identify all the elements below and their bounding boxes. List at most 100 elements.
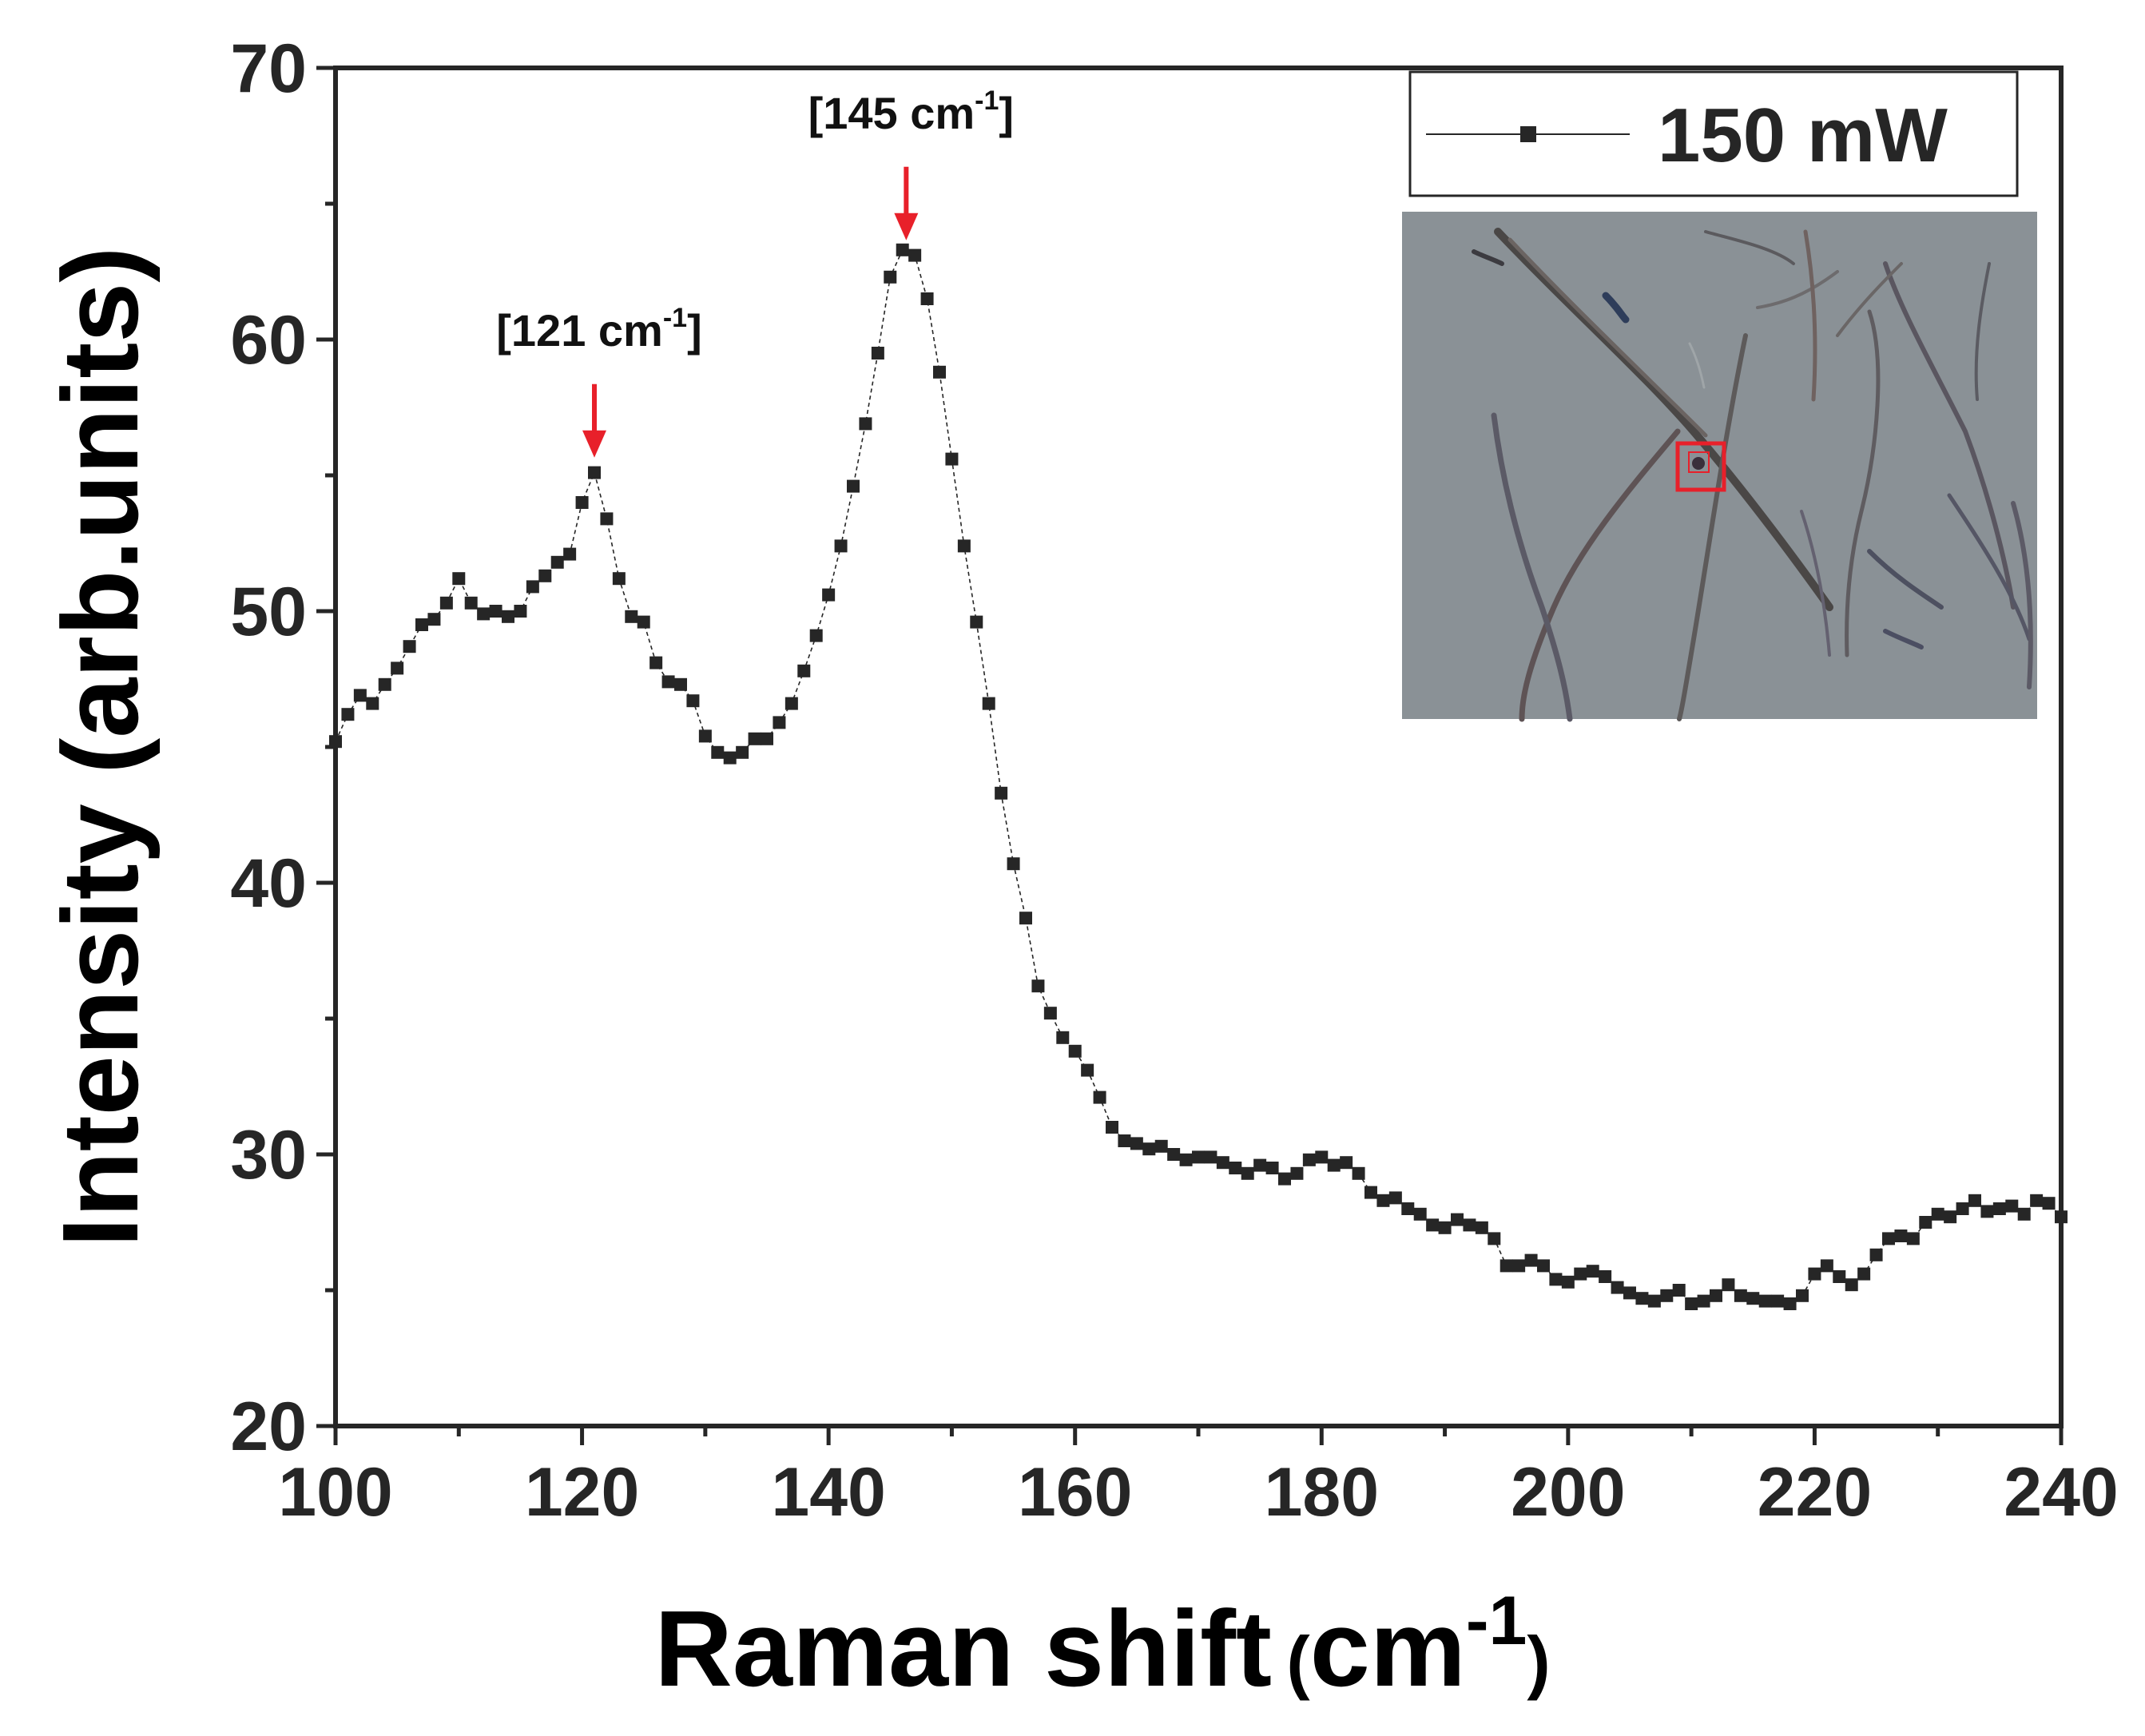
- data-point-16: [526, 580, 539, 594]
- data-point-24: [625, 610, 638, 623]
- data-point-55: [1007, 857, 1020, 871]
- data-point-35: [761, 732, 773, 745]
- y-tick-label-50: 50: [230, 574, 307, 650]
- data-point-130: [1931, 1207, 1944, 1221]
- data-point-12: [477, 607, 491, 621]
- x-tick-label-240: 240: [2004, 1454, 2119, 1531]
- data-point-74: [1241, 1166, 1254, 1180]
- data-point-131: [1944, 1210, 1957, 1224]
- data-point-3: [366, 697, 379, 710]
- x-tick-label-180: 180: [1265, 1454, 1380, 1531]
- data-point-84: [1364, 1186, 1377, 1199]
- data-point-45: [884, 270, 897, 284]
- data-point-77: [1278, 1172, 1291, 1186]
- data-point-47: [908, 248, 922, 262]
- data-point-78: [1290, 1166, 1304, 1180]
- data-point-88: [1413, 1207, 1427, 1221]
- data-point-59: [1056, 1031, 1070, 1044]
- data-point-54: [995, 786, 1008, 800]
- data-point-82: [1340, 1156, 1353, 1170]
- data-point-138: [2030, 1194, 2044, 1207]
- data-point-51: [957, 539, 971, 553]
- y-tick-label-40: 40: [230, 845, 307, 922]
- data-point-76: [1265, 1162, 1279, 1174]
- data-point-128: [1906, 1232, 1920, 1245]
- data-point-60: [1068, 1044, 1082, 1058]
- data-point-69: [1179, 1153, 1193, 1166]
- data-point-135: [1992, 1202, 2006, 1215]
- data-point-26: [649, 656, 663, 669]
- inset-micrograph: [1402, 212, 2037, 722]
- data-point-136: [2005, 1199, 2019, 1213]
- inset-marker-inner: [1688, 451, 1710, 473]
- x-tick-label-120: 120: [525, 1454, 640, 1531]
- y-axis-title: Intensity (arb.units): [40, 247, 161, 1248]
- data-point-50: [945, 452, 959, 466]
- data-point-79: [1302, 1153, 1316, 1166]
- data-point-31: [711, 745, 725, 759]
- x-tick-label-100: 100: [278, 1454, 393, 1531]
- data-point-75: [1253, 1158, 1267, 1172]
- data-point-134: [1980, 1205, 1994, 1218]
- data-point-86: [1388, 1191, 1402, 1205]
- data-point-64: [1118, 1134, 1131, 1147]
- data-point-112: [1710, 1289, 1722, 1302]
- data-point-6: [403, 640, 416, 653]
- data-point-73: [1229, 1162, 1242, 1174]
- data-point-68: [1167, 1148, 1181, 1161]
- data-point-106: [1635, 1292, 1649, 1305]
- data-point-8: [427, 613, 441, 626]
- data-point-33: [736, 745, 749, 759]
- data-point-7: [415, 618, 428, 631]
- data-point-93: [1475, 1221, 1488, 1234]
- data-point-114: [1734, 1289, 1747, 1302]
- data-point-109: [1672, 1284, 1686, 1297]
- annotation-label-0: [121 cm-1]: [496, 303, 701, 356]
- data-point-100: [1561, 1275, 1575, 1289]
- y-tick-label-30: 30: [230, 1117, 307, 1194]
- data-point-89: [1426, 1218, 1440, 1232]
- data-point-107: [1647, 1294, 1661, 1308]
- series-group: [329, 243, 2068, 1310]
- data-point-92: [1463, 1218, 1476, 1232]
- data-point-36: [773, 716, 786, 729]
- y-tick-label-70: 70: [230, 30, 307, 107]
- data-point-71: [1204, 1150, 1217, 1164]
- data-point-139: [2042, 1197, 2056, 1210]
- data-point-116: [1758, 1294, 1772, 1308]
- data-point-46: [896, 243, 909, 256]
- data-point-123: [1845, 1278, 1858, 1292]
- data-point-34: [748, 732, 761, 745]
- legend: 150 mW: [1408, 70, 2019, 197]
- data-point-118: [1783, 1297, 1797, 1310]
- x-tick-label-160: 160: [1018, 1454, 1133, 1531]
- data-point-28: [674, 677, 687, 691]
- data-point-94: [1488, 1232, 1501, 1245]
- annotation-arrow-head-0: [582, 430, 606, 458]
- axes: 100 120 140 160 180 200 220 240 20 30 40 50 60 70: [230, 30, 2118, 1531]
- data-point-42: [847, 479, 860, 493]
- data-point-41: [834, 539, 848, 553]
- data-point-48: [920, 292, 934, 305]
- data-point-30: [698, 729, 712, 743]
- data-point-83: [1352, 1166, 1365, 1180]
- data-point-37: [785, 697, 798, 710]
- data-point-63: [1106, 1121, 1118, 1134]
- data-point-113: [1722, 1278, 1735, 1292]
- data-point-96: [1512, 1259, 1526, 1273]
- data-point-44: [871, 347, 884, 360]
- data-point-72: [1216, 1156, 1229, 1170]
- data-point-11: [464, 596, 478, 610]
- data-point-80: [1315, 1150, 1329, 1164]
- data-point-49: [933, 365, 946, 379]
- data-point-32: [723, 751, 737, 765]
- legend-marker-sample: [1520, 126, 1536, 142]
- data-point-105: [1623, 1286, 1636, 1300]
- data-point-10: [452, 572, 466, 586]
- y-tick-label-60: 60: [230, 302, 307, 379]
- data-point-133: [1968, 1194, 1981, 1207]
- data-point-140: [2055, 1210, 2068, 1224]
- data-point-127: [1894, 1230, 1908, 1242]
- data-point-18: [550, 555, 564, 569]
